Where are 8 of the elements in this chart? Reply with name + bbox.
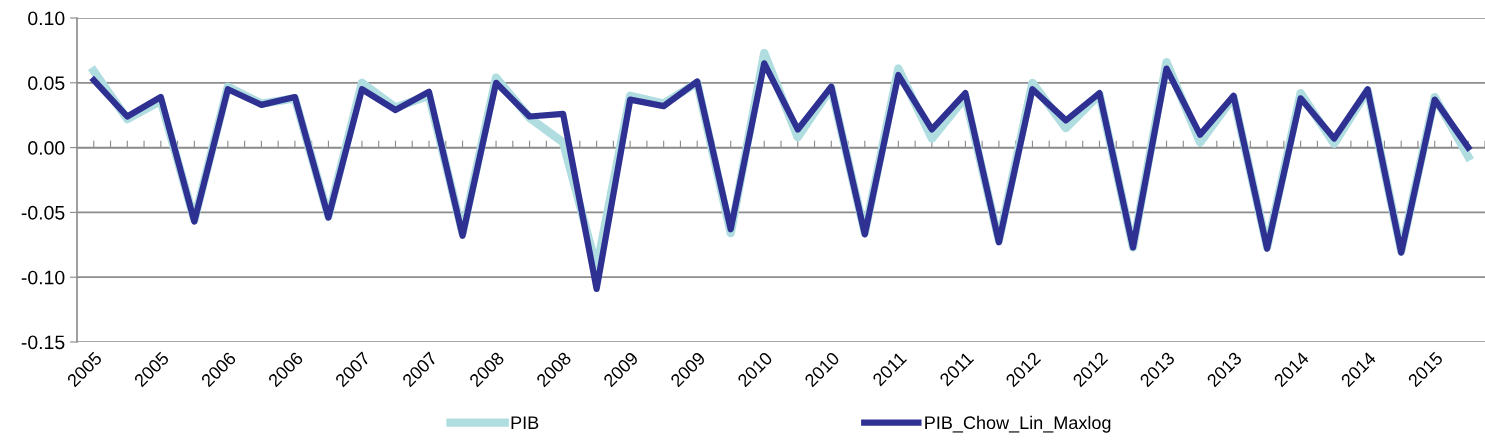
legend-label: PIB_Chow_Lin_Maxlog [925, 415, 1111, 433]
y-tick-label: -0.10 [21, 270, 65, 285]
legend-label: PIB [511, 416, 539, 429]
y-tick-label: 0.05 [28, 76, 65, 91]
y-tick-label: -0.05 [21, 205, 65, 220]
y-tick-label: -0.15 [21, 335, 65, 350]
y-tick-label: 0.00 [28, 141, 65, 155]
y-tick-label: 0.10 [28, 11, 65, 26]
